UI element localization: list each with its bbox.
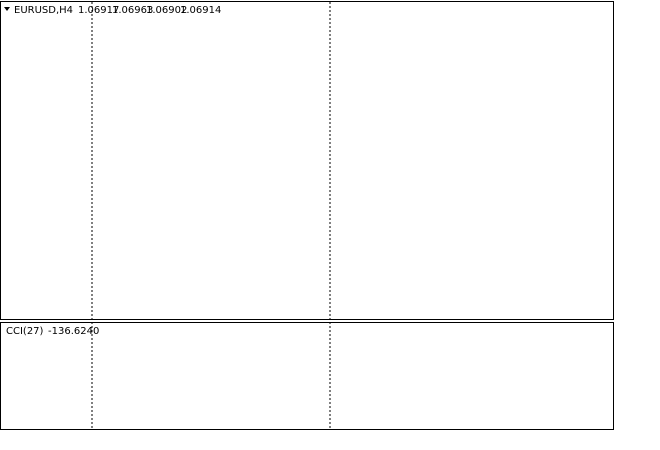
symbol-arrow <box>4 7 10 11</box>
ohlc-close: 1.06914 <box>180 5 221 16</box>
main-frame <box>0 1 614 320</box>
ohlc-high: 1.06963 <box>112 5 153 16</box>
cci-frame <box>0 322 614 430</box>
cci-value: -136.6240 <box>48 326 99 337</box>
cci-title: CCI(27) <box>6 326 44 337</box>
ohlc-low: 1.06902 <box>146 5 187 16</box>
symbol-title: EURUSD,H4 <box>14 5 73 16</box>
ohlc-open: 1.06917 <box>78 5 119 16</box>
